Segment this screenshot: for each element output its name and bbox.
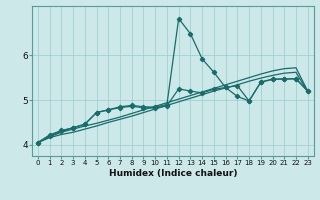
X-axis label: Humidex (Indice chaleur): Humidex (Indice chaleur)	[108, 169, 237, 178]
